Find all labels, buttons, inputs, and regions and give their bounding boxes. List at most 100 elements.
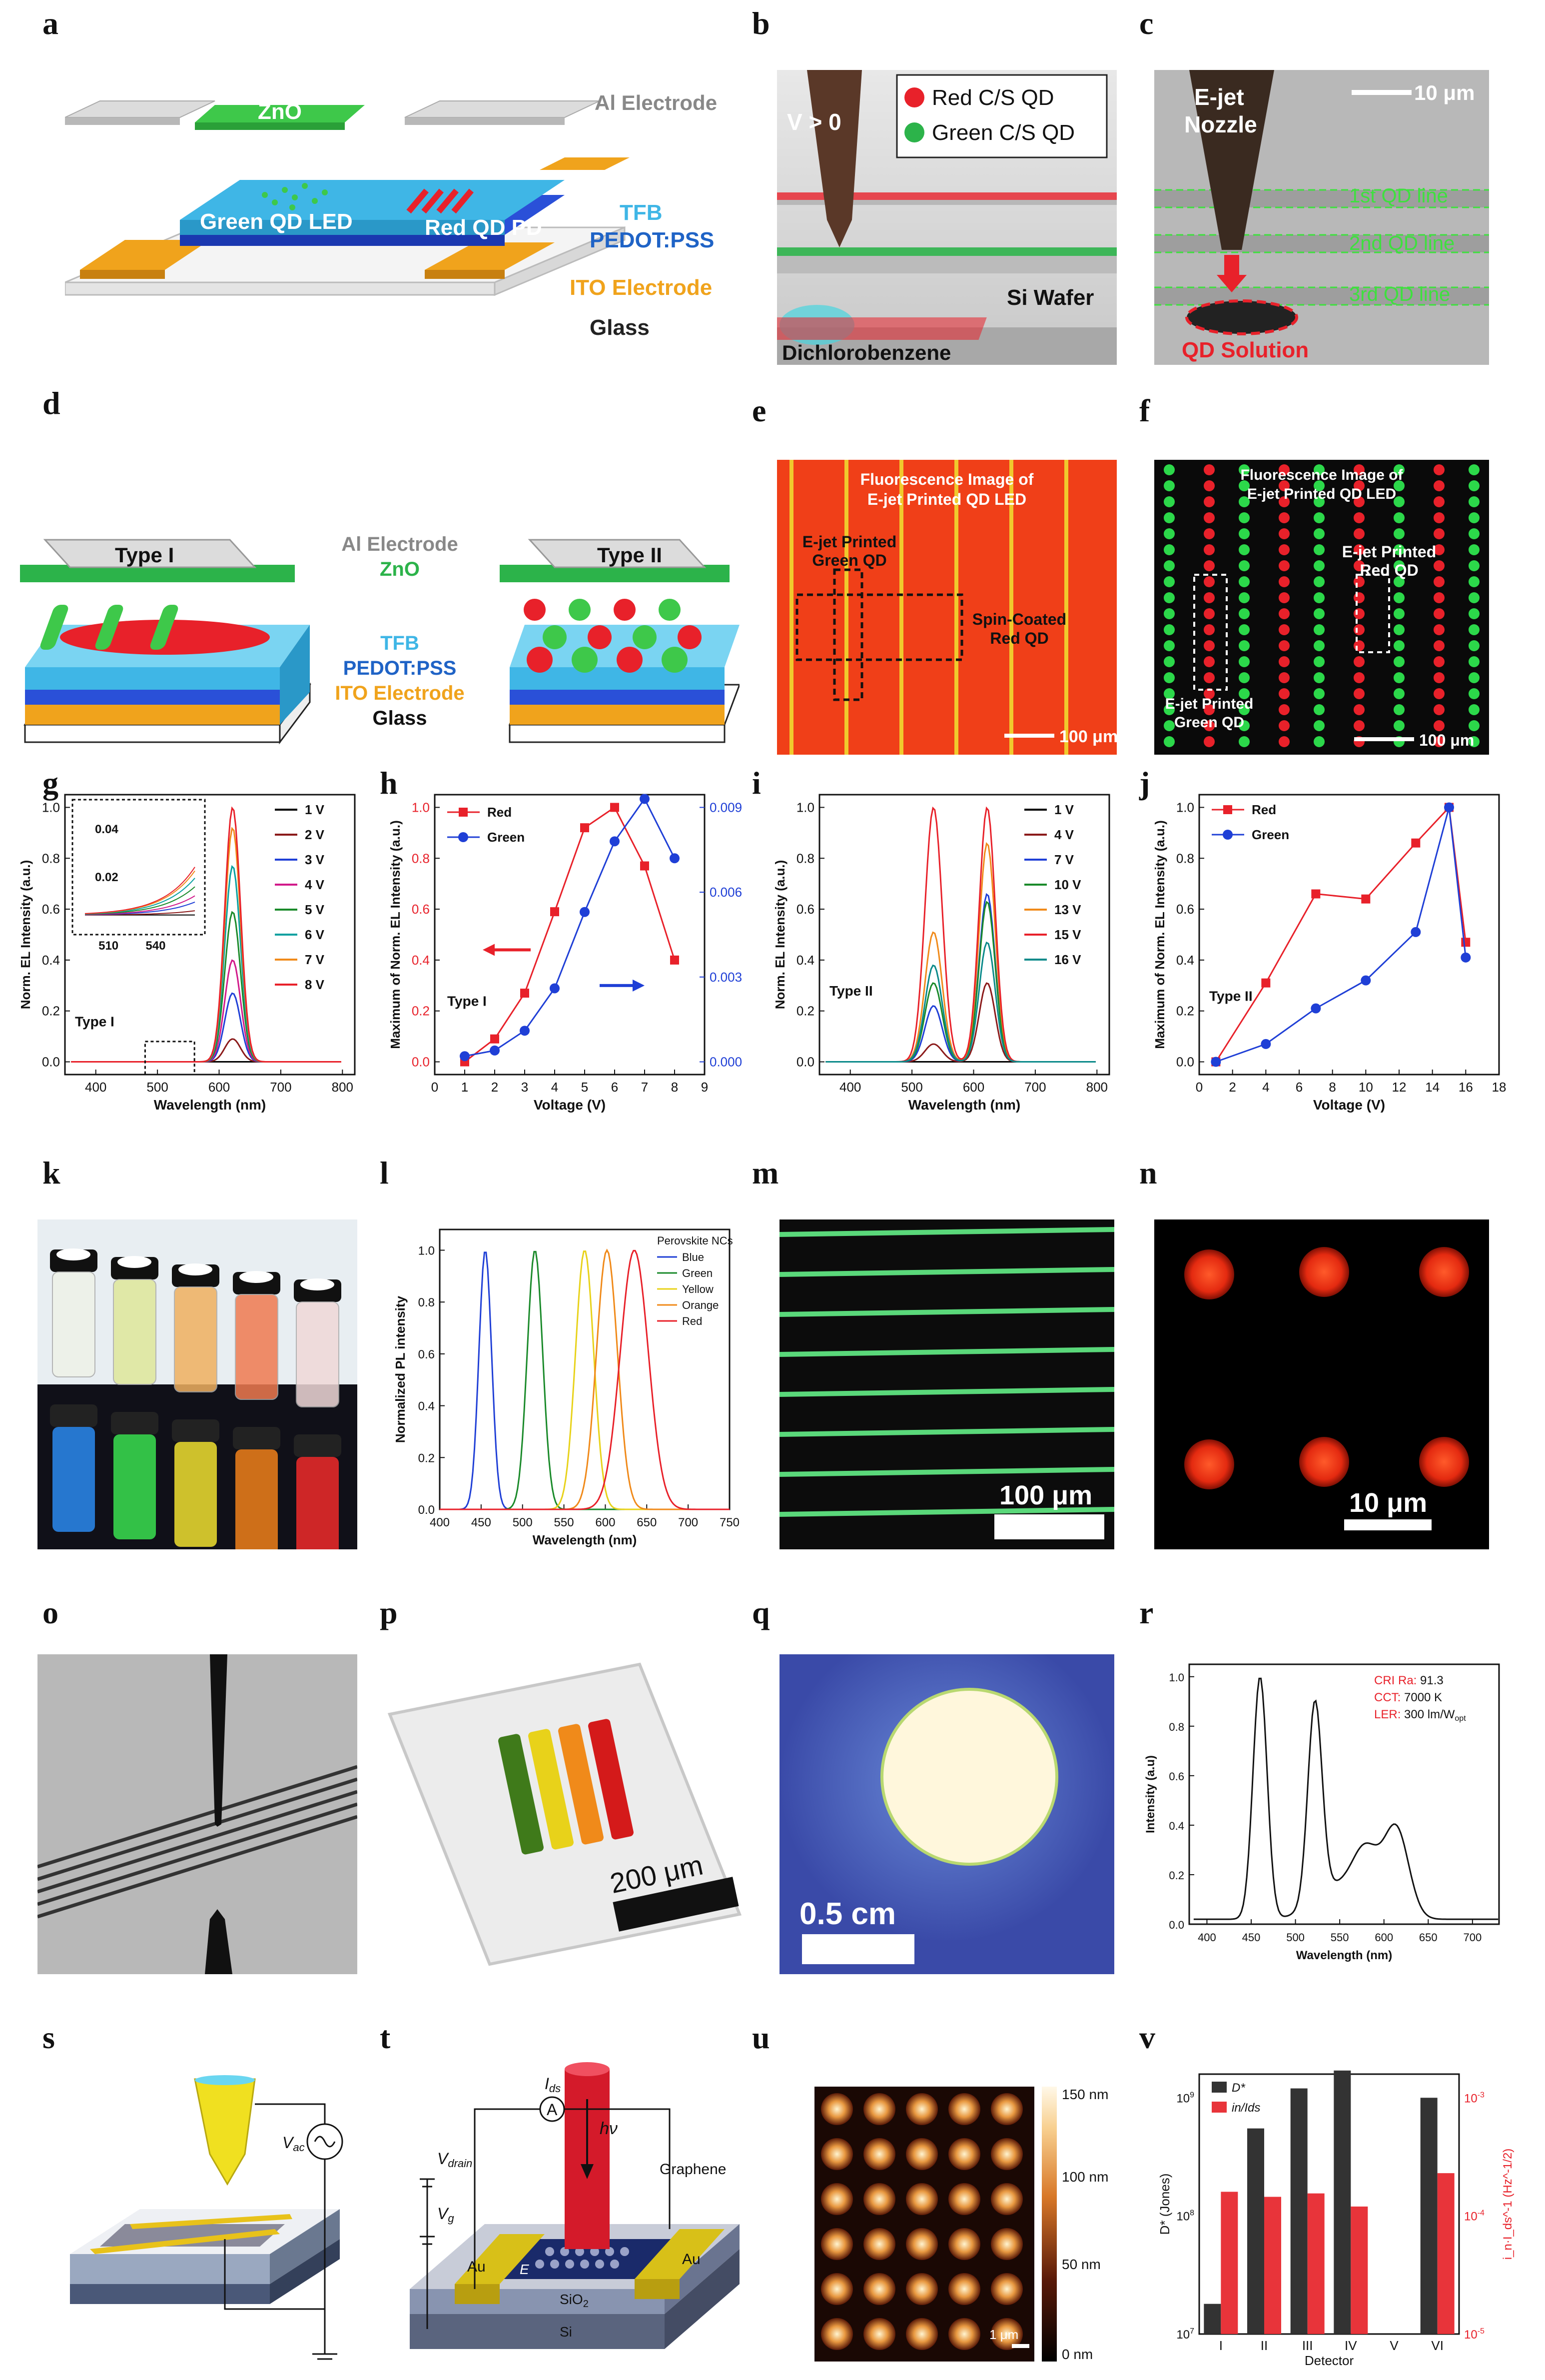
qd-dot: [1279, 688, 1290, 699]
legend-label: Red: [1252, 802, 1276, 817]
type-ii-stack: Type II: [500, 539, 740, 743]
qd-dot: [1354, 624, 1365, 635]
qd-dot: [1314, 592, 1325, 603]
panel-label-t: t: [380, 2020, 391, 2055]
x-tick-label: 600: [208, 1080, 230, 1095]
panel-label-b: b: [752, 5, 770, 41]
qd-dot: [1239, 672, 1250, 683]
qd-dot: [1314, 560, 1325, 571]
qd-dot: [1434, 480, 1445, 491]
qd-dot: [1164, 560, 1175, 571]
y-tick-label: 0.4: [418, 1400, 435, 1413]
chart-annotation: Type I: [75, 1014, 114, 1029]
qd-dot: [1204, 640, 1215, 651]
qd-dot: [1469, 704, 1480, 715]
afm-dot: [948, 2183, 980, 2215]
qd-dot: [1354, 544, 1365, 555]
vial-cap-top: [178, 1263, 212, 1275]
qd-dot: [1279, 704, 1290, 715]
qd-dot: [1279, 592, 1290, 603]
panel-label-j: j: [1139, 765, 1150, 801]
panel-label-o: o: [42, 1595, 58, 1630]
afm-dot: [906, 2093, 938, 2125]
panel-label-p: p: [380, 1595, 398, 1630]
x-axis-label: Detector: [1305, 2353, 1354, 2368]
spectrum-line-5v: [71, 911, 341, 1063]
qd-dot: [1469, 720, 1480, 731]
type-i-stack: Type I: [20, 539, 311, 745]
chart-annotation: Type II: [1209, 988, 1253, 1004]
x-tick-label: 600: [595, 1516, 615, 1529]
qd-dot: [1239, 496, 1250, 507]
qd-dot: [1469, 528, 1480, 539]
printed-line: [779, 1227, 1114, 1237]
qd-dot: [1164, 640, 1175, 651]
qd-dot: [1434, 720, 1445, 731]
afm-dot: [948, 2228, 980, 2260]
label-ammeter: A: [547, 2101, 558, 2119]
x-tick-label: 500: [146, 1080, 168, 1095]
series-line-red: [464, 806, 676, 1063]
y-axis-label: Normalized PL intensity: [393, 1295, 408, 1443]
label-tfb: TFB: [620, 200, 663, 225]
panel-m-green-lines: 100 μm: [779, 1219, 1114, 1549]
data-point-red: [550, 907, 559, 917]
legend-label: 16 V: [1054, 952, 1081, 967]
x-tick-label: III: [1302, 2338, 1313, 2353]
f-title-1: Fluorescence Image of: [1240, 467, 1403, 483]
x-tick-label: 650: [1419, 1931, 1438, 1944]
afm-dot: [906, 2183, 938, 2215]
qd-dot: [1279, 736, 1290, 747]
legend-swatch: [1212, 2082, 1227, 2093]
qd-dot: [1314, 704, 1325, 715]
qd-dot: [1354, 496, 1365, 507]
plot-frame: [1188, 1663, 1500, 1925]
x-tick-label: 3: [521, 1080, 528, 1095]
inset-y-label: 0.02: [95, 871, 118, 884]
data-point-red: [1311, 889, 1321, 899]
data-point-green: [460, 1051, 470, 1062]
afm-dot: [821, 2318, 853, 2350]
qd-dot: [1239, 576, 1250, 587]
qd-dot: [1469, 640, 1480, 651]
legend-label: 8 V: [305, 977, 325, 992]
spec-annotation: CRI Ra: 91.3: [1374, 1674, 1444, 1687]
spectrum-line: [825, 901, 1096, 1063]
qd-dot: [1279, 528, 1290, 539]
label-vac: Vac: [282, 2134, 305, 2154]
x-tick-label: 600: [1375, 1931, 1393, 1944]
qd-dot: [1164, 496, 1175, 507]
y-axis-label: Maximum of Norm. EL Intensity (a.u.): [388, 820, 403, 1049]
label-sio2: SiO2: [560, 2292, 589, 2310]
label-vdrain: Vdrain: [437, 2150, 472, 2170]
x-tick-label: 6: [1296, 1080, 1303, 1095]
qd-dot: [1279, 496, 1290, 507]
legend-marker: [1223, 805, 1232, 814]
afm-dot: [991, 2183, 1023, 2215]
label-d-zno: ZnO: [380, 558, 420, 580]
vial-body: [113, 1279, 156, 1385]
data-point-red: [490, 1034, 499, 1044]
y-tick-label: 0.6: [418, 1348, 435, 1361]
afm-dot: [863, 2318, 895, 2350]
data-point-red: [1461, 938, 1471, 947]
legend-marker: [1223, 830, 1233, 840]
chart-g-type-i-el-spectra: 400 500 600 700 800 0.0 0.2 0.4 0.6 0.8 1.0 Wavelen…: [18, 794, 356, 1113]
legend-label: Orange: [682, 1299, 719, 1311]
qd-dot: [1204, 624, 1215, 635]
chart-annotation: Type II: [829, 983, 873, 999]
qd-dot: [1204, 544, 1215, 555]
legend-red-cs-qd: Red C/S QD: [932, 85, 1054, 110]
qd-dot: [1204, 576, 1215, 587]
label-pedot: PEDOT:PSS: [590, 228, 714, 252]
qd-dot: [1434, 544, 1445, 555]
bar-noise: [1307, 2193, 1325, 2334]
y2-axis-label: i_n·I_ds^-1 (Hz^-1/2): [1501, 2149, 1515, 2260]
legend-label: 10 V: [1054, 877, 1081, 892]
panel-label-m: m: [752, 1155, 779, 1190]
qd-dot: [1469, 464, 1480, 475]
data-point-green: [670, 853, 680, 864]
inset-line: [84, 867, 195, 914]
f-green-1: E-jet Printed: [1165, 696, 1254, 712]
label-qd-solution: QD Solution: [1182, 338, 1309, 362]
